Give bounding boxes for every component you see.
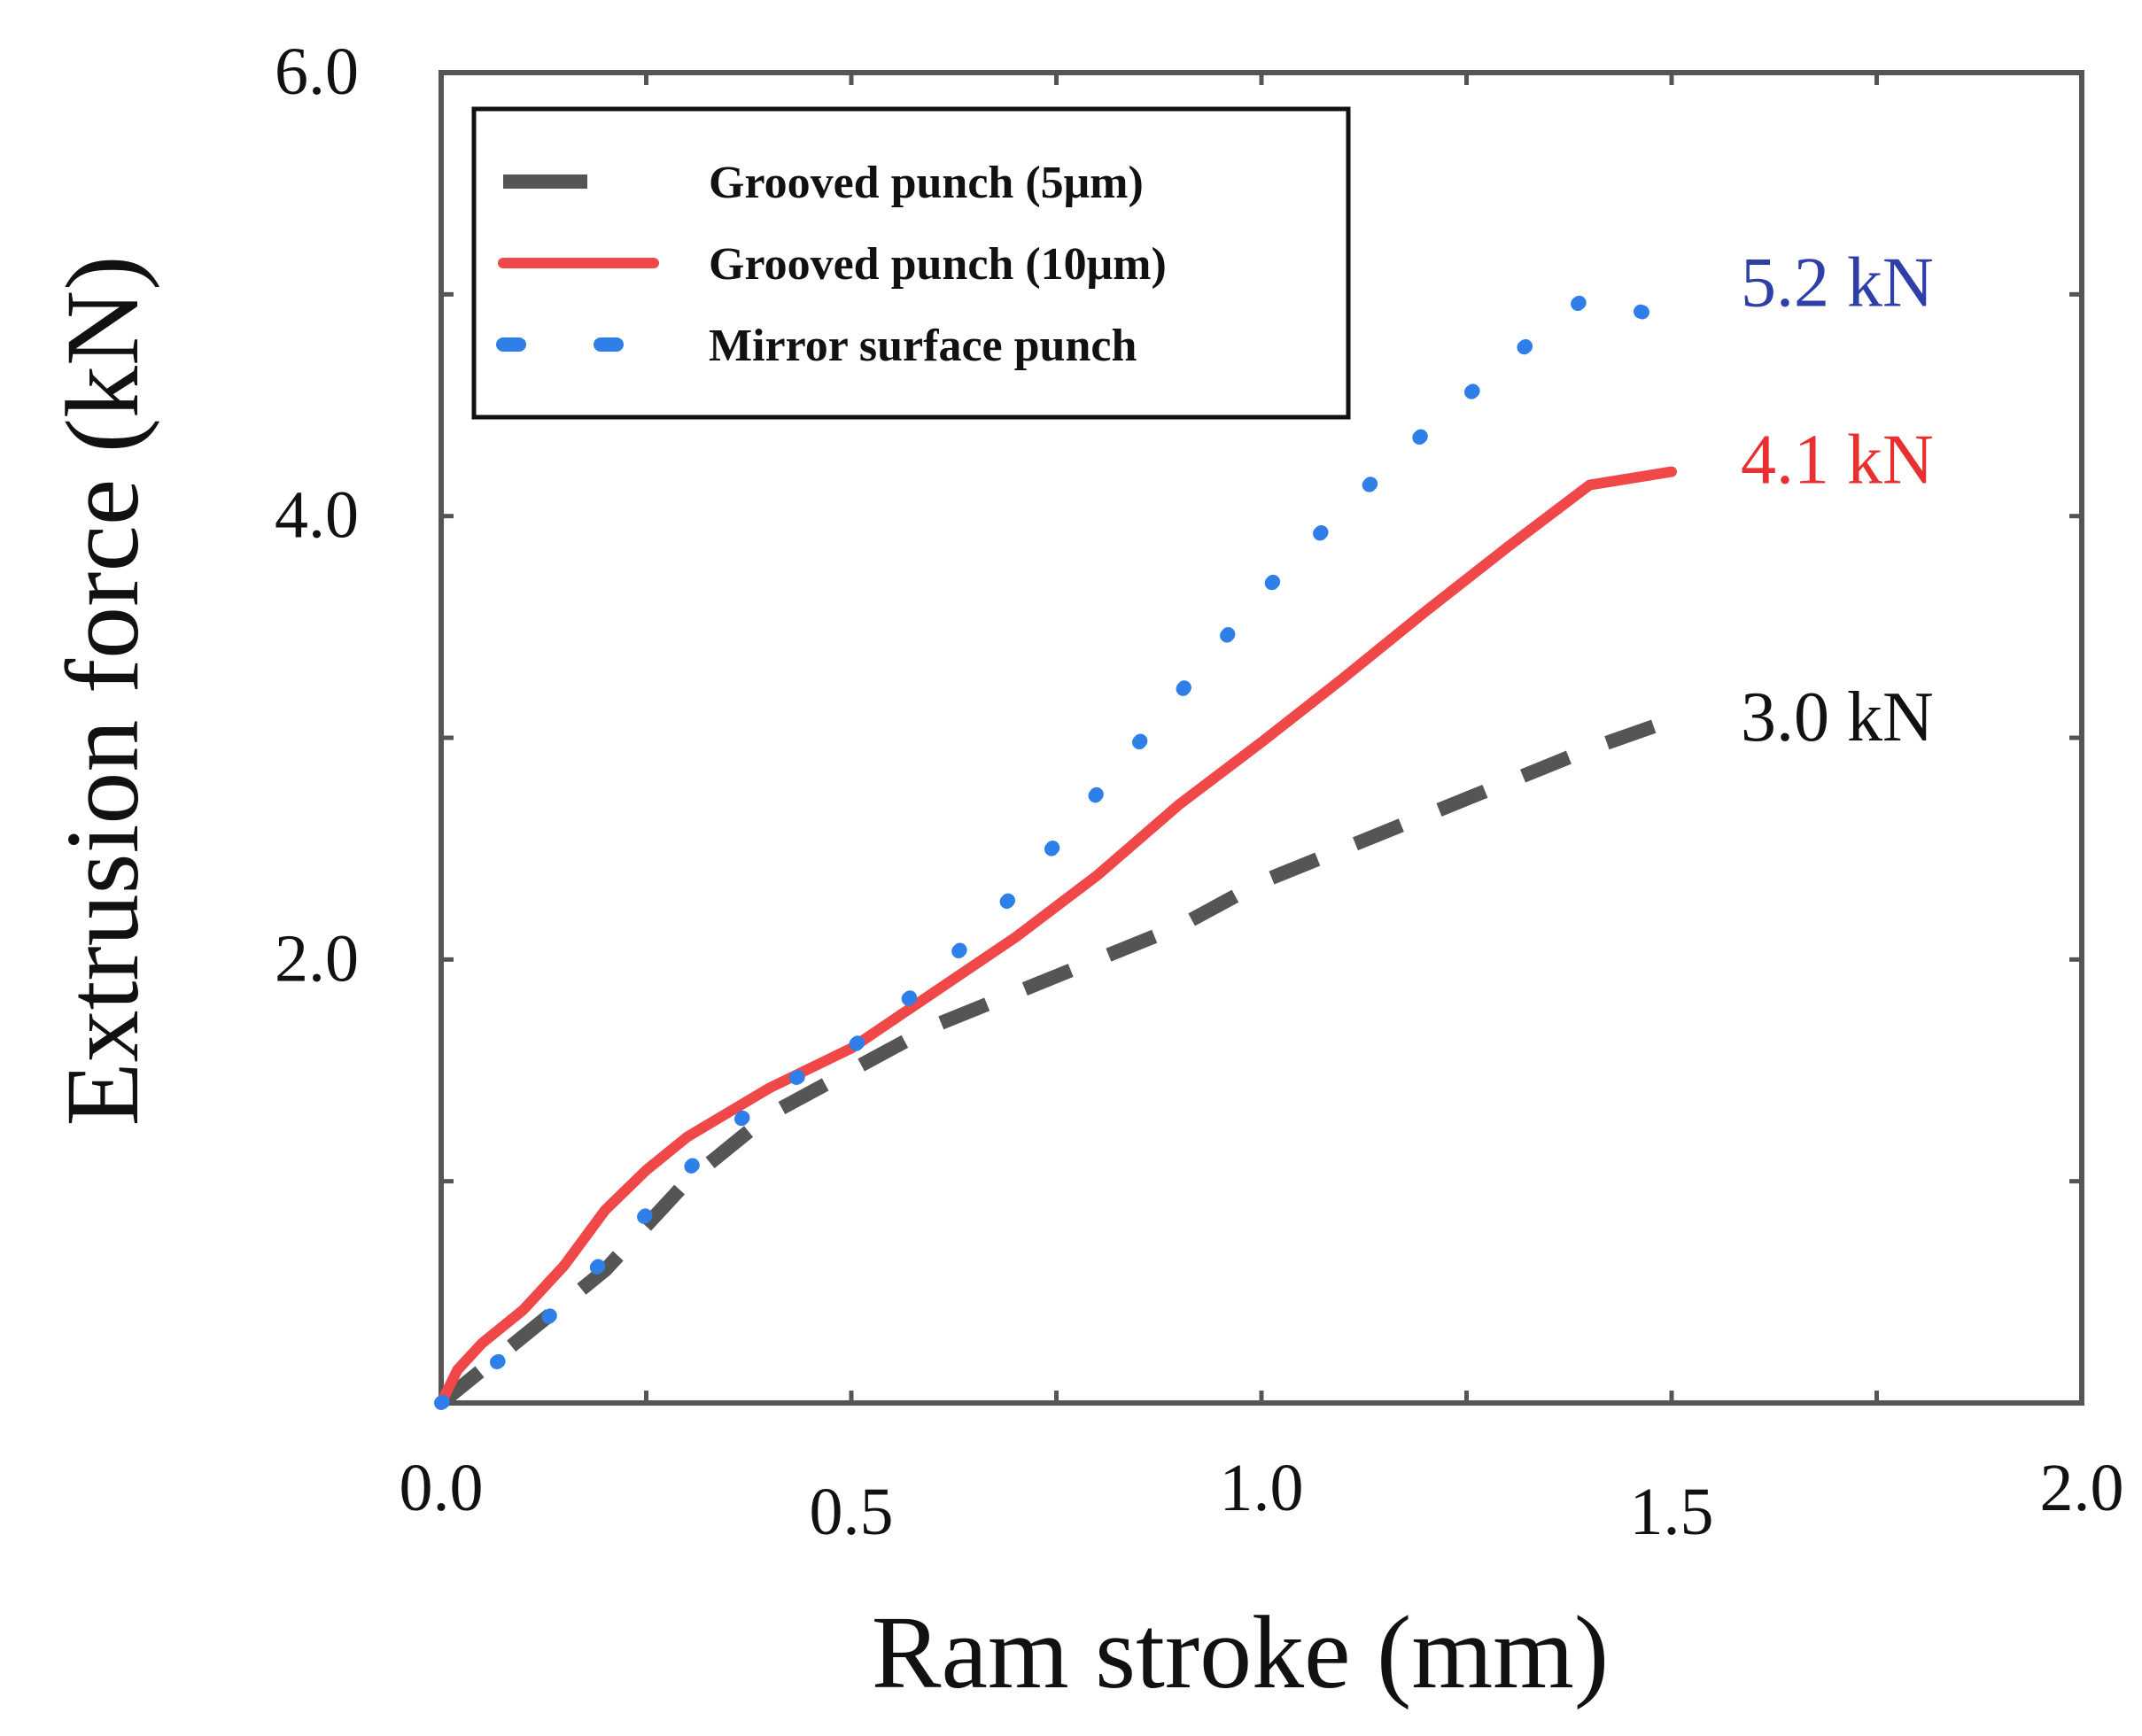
series-end-label: 4.1 kN [1741, 422, 1934, 500]
x-axis-title: Ram stroke (mm) [872, 1594, 1609, 1710]
y-tick-label: 2.0 [275, 921, 359, 996]
x-tick-label: 2.0 [2040, 1451, 2124, 1525]
legend-label: Grooved punch (5μm) [709, 158, 1144, 208]
legend: Grooved punch (5μm) Grooved punch (10μm) M… [471, 106, 1351, 420]
end-labels: 3.0 kN 4.1 kN 5.2 kN [1741, 244, 1934, 756]
series-line [436, 466, 1677, 1408]
x-tick-label: 0.0 [400, 1451, 484, 1525]
y-tick-label: 6.0 [275, 35, 359, 109]
series-end-label: 5.2 kN [1741, 244, 1934, 322]
series-layer [434, 287, 1677, 1410]
legend-label: Grooved punch (10μm) [709, 239, 1167, 290]
legend-items: Grooved punch (5μm) Grooved punch (10μm) M… [496, 158, 1167, 371]
y-tick-label: 4.0 [275, 478, 359, 553]
x-tick-label: 0.5 [810, 1475, 894, 1549]
series-line [436, 713, 1674, 1409]
x-tick-label: 1.0 [1220, 1451, 1304, 1525]
series-end-label: 3.0 kN [1741, 678, 1934, 756]
y-axis-title: Extrusion force (kN) [44, 255, 160, 1126]
y-tick-labels: 2.0 4.0 6.0 [275, 35, 359, 996]
x-tick-labels: 0.0 0.5 1.0 1.5 2.0 [400, 1451, 2124, 1549]
series-line [434, 287, 1663, 1410]
legend-label: Mirror surface punch [709, 321, 1137, 371]
x-tick-label: 1.5 [1630, 1475, 1714, 1549]
